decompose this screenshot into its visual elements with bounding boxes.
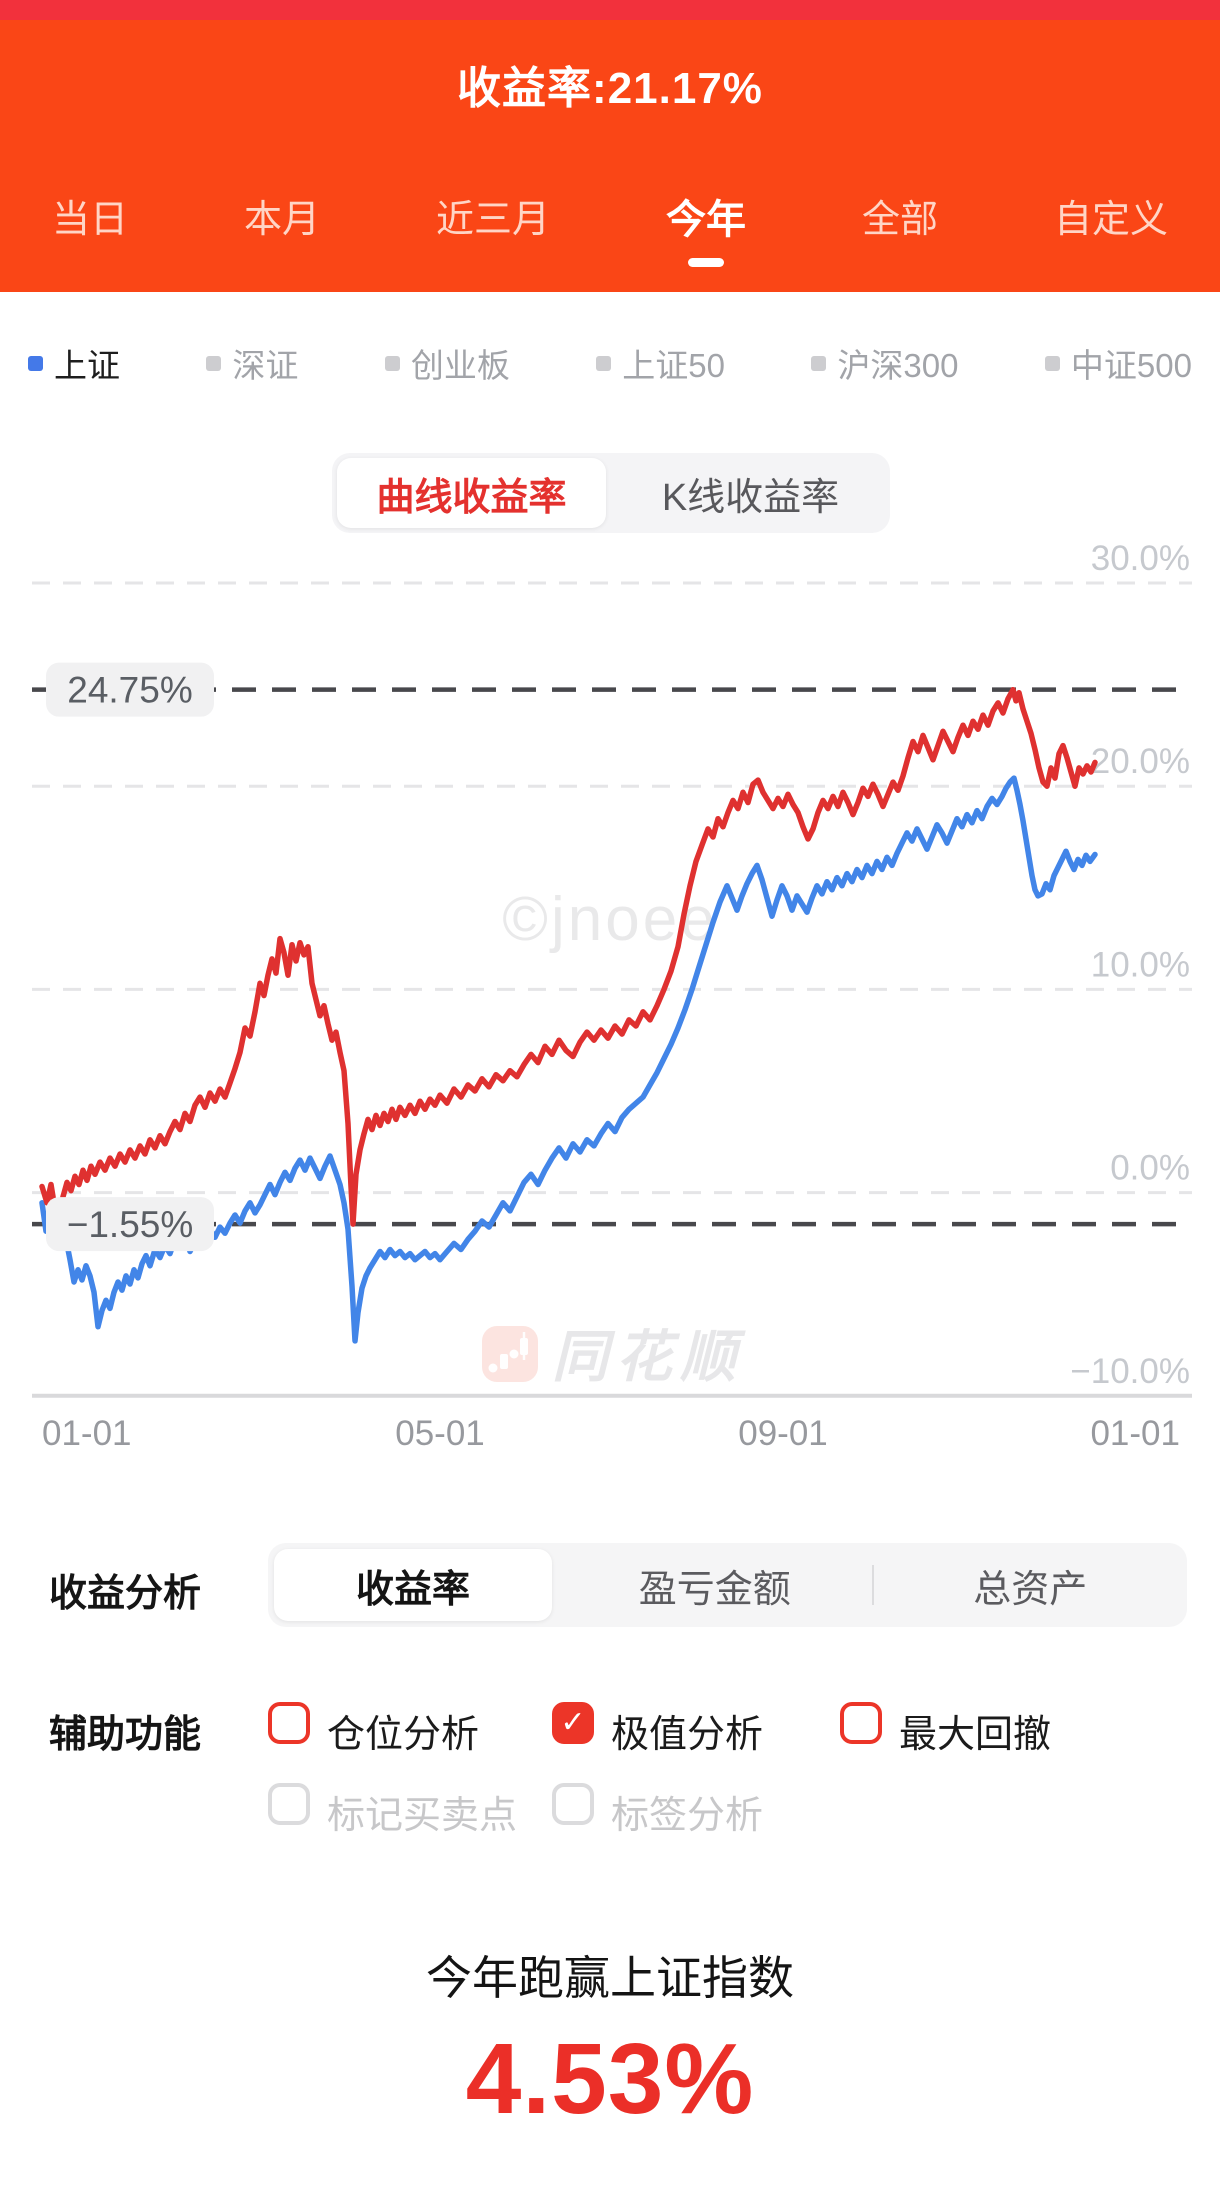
- tab-all-label: 全部: [861, 199, 938, 241]
- legend-label-szse: 深证: [232, 347, 299, 384]
- active-tab-indicator: [688, 258, 724, 267]
- legend-item-szse[interactable]: 深证: [206, 339, 298, 387]
- legend-label-chinext: 创业板: [410, 347, 510, 384]
- svg-text:30.0%: 30.0%: [1091, 540, 1190, 578]
- svg-text:01-01: 01-01: [42, 1414, 132, 1453]
- svg-text:20.0%: 20.0%: [1091, 742, 1190, 781]
- legend-label-csi500: 中证500: [1070, 347, 1192, 384]
- legend-item-csi500[interactable]: 中证500: [1044, 339, 1192, 387]
- tab-this-year-label: 今年: [666, 198, 746, 242]
- analysis-tab-pnl-amount[interactable]: 盈亏金额: [638, 1568, 791, 1611]
- aux-section-label: 辅助功能: [49, 1714, 202, 1756]
- analysis-tab-return-rate[interactable]: 收益率: [274, 1549, 552, 1621]
- legend-marker-sse: [28, 355, 43, 371]
- tab-today-label: 当日: [52, 199, 129, 241]
- outperform-value: 4.53%: [465, 2023, 755, 2135]
- svg-text:09-01: 09-01: [738, 1414, 828, 1453]
- check-icon: ✓: [560, 1706, 586, 1739]
- checkbox-tag-analysis[interactable]: [552, 1783, 594, 1825]
- svg-text:10.0%: 10.0%: [1091, 945, 1190, 984]
- returns-line-chart[interactable]: 30.0%20.0%10.0%0.0%−10.0%©jnoee同花顺24.75%…: [0, 540, 1220, 1460]
- index-legend: 上证 深证 创业板 上证50 沪深300 中证500: [0, 338, 1220, 388]
- svg-text:−1.55%: −1.55%: [67, 1204, 194, 1245]
- checkbox-extreme-analysis[interactable]: ✓: [552, 1702, 594, 1744]
- toggle-curve-return[interactable]: 曲线收益率: [337, 458, 606, 528]
- header: 收益率:21.17% 当日 本月 近三月 今年 全部 自定义: [0, 20, 1220, 292]
- checkbox-mark-trade-points-label[interactable]: 标记买卖点: [327, 1795, 518, 1837]
- tab-today[interactable]: 当日: [52, 196, 128, 244]
- tab-custom-label: 自定义: [1053, 199, 1168, 241]
- legend-item-chinext[interactable]: 创业板: [384, 339, 510, 387]
- legend-marker-csi500: [1044, 355, 1060, 371]
- tab-last-3-months-label: 近三月: [436, 199, 551, 241]
- tab-all[interactable]: 全部: [862, 196, 938, 244]
- legend-item-sse50[interactable]: 上证50: [596, 339, 725, 387]
- legend-marker-sse50: [596, 355, 612, 371]
- svg-text:24.75%: 24.75%: [67, 670, 193, 711]
- checkbox-position-analysis-label[interactable]: 仓位分析: [327, 1714, 480, 1756]
- svg-text:0.0%: 0.0%: [1110, 1149, 1190, 1188]
- svg-text:同花顺: 同花顺: [552, 1325, 746, 1388]
- legend-label-sse50: 上证50: [622, 347, 725, 384]
- analysis-tab-bar: 收益率 盈亏金额 总资产: [268, 1543, 1187, 1627]
- status-bar: [0, 0, 1220, 20]
- toggle-kline-return[interactable]: K线收益率: [661, 476, 840, 519]
- checkbox-max-drawdown-label[interactable]: 最大回撤: [899, 1714, 1052, 1756]
- checkbox-tag-analysis-label[interactable]: 标签分析: [611, 1795, 764, 1837]
- legend-label-csi300: 沪深300: [837, 347, 959, 384]
- checkbox-extreme-analysis-label[interactable]: 极值分析: [611, 1714, 764, 1756]
- analysis-tab-divider: [871, 1565, 874, 1605]
- legend-marker-chinext: [384, 355, 400, 371]
- svg-text:01-01: 01-01: [1090, 1414, 1180, 1453]
- legend-marker-csi300: [811, 355, 827, 371]
- legend-label-sse: 上证: [54, 347, 120, 384]
- legend-item-sse[interactable]: 上证: [28, 339, 120, 387]
- svg-text:05-01: 05-01: [395, 1414, 485, 1453]
- outperform-caption: 今年跑赢上证指数: [426, 1952, 794, 2004]
- legend-item-csi300[interactable]: 沪深300: [811, 339, 958, 387]
- svg-text:−10.0%: −10.0%: [1070, 1352, 1190, 1391]
- tab-this-month[interactable]: 本月: [244, 196, 320, 244]
- page-title: 收益率:21.17%: [457, 64, 763, 113]
- tab-last-3-months[interactable]: 近三月: [436, 196, 550, 244]
- tab-custom[interactable]: 自定义: [1054, 196, 1168, 244]
- checkbox-position-analysis[interactable]: [268, 1702, 310, 1744]
- analysis-tab-total-assets[interactable]: 总资产: [973, 1568, 1088, 1611]
- period-tab-bar: 当日 本月 近三月 今年 全部 自定义: [0, 196, 1220, 267]
- tab-this-year[interactable]: 今年: [666, 196, 746, 267]
- analysis-section-label: 收益分析: [49, 1573, 202, 1615]
- legend-marker-szse: [206, 355, 222, 371]
- chart-mode-toggle: 曲线收益率 K线收益率: [332, 453, 890, 533]
- tab-this-month-label: 本月: [244, 199, 321, 241]
- checkbox-mark-trade-points[interactable]: [268, 1783, 310, 1825]
- checkbox-max-drawdown[interactable]: [840, 1702, 882, 1744]
